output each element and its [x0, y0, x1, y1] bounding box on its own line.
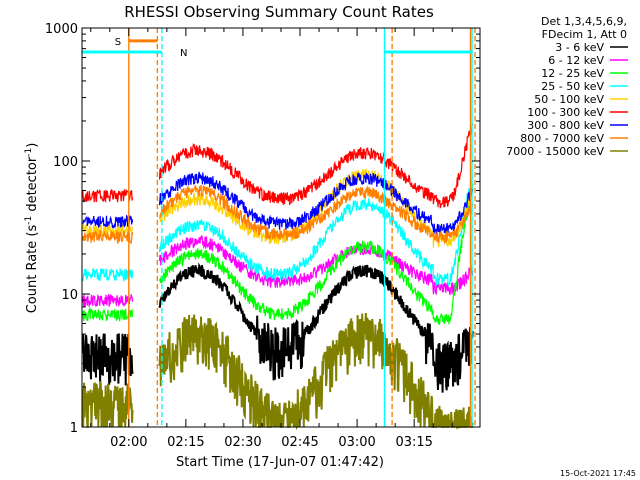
- series-line-2: [82, 183, 474, 325]
- legend-header-2: FDecim 1, Att 0: [542, 28, 627, 41]
- y-tick-label-2: 100: [53, 155, 78, 170]
- x-tick-label-1: 02:15: [167, 435, 204, 450]
- y-tick-label-0: 1: [70, 421, 78, 436]
- marker-label-1: N: [180, 48, 187, 59]
- series-line-0: [81, 262, 474, 393]
- series-line-6: [82, 171, 474, 236]
- y-tick-label-3: 1000: [45, 22, 78, 37]
- legend-label-4: 50 - 100 keV: [534, 93, 604, 106]
- x-tick-label-0: 02:00: [110, 435, 147, 450]
- legend-label-7: 800 - 7000 keV: [520, 132, 604, 145]
- marker-label-0: S: [115, 37, 121, 48]
- x-tick-label-2: 02:30: [224, 435, 261, 450]
- legend-label-8: 7000 - 15000 keV: [506, 145, 604, 158]
- footer-timestamp: 15-Oct-2021 17:45: [560, 469, 636, 478]
- legend-label-2: 12 - 25 keV: [541, 67, 604, 80]
- legend-header-1: Det 1,3,4,5,6,9,: [541, 15, 627, 28]
- series-line-7: [82, 184, 474, 245]
- legend-label-1: 6 - 12 keV: [548, 54, 604, 67]
- series-line-1: [82, 235, 474, 308]
- plot-area: SN: [81, 28, 476, 431]
- legend: Det 1,3,4,5,6,9, FDecim 1, Att 0 3 - 6 k…: [506, 15, 628, 158]
- x-axis: 02:00 02:15 02:30 02:45 03:00 03:15: [90, 28, 453, 450]
- series-line-5: [82, 122, 474, 209]
- y-tick-label-1: 10: [61, 288, 78, 303]
- series-line-3: [82, 173, 474, 287]
- x-tick-label-3: 02:45: [281, 435, 318, 450]
- x-tick-label-4: 03:00: [338, 435, 375, 450]
- legend-label-6: 300 - 800 keV: [527, 119, 604, 132]
- legend-label-5: 100 - 300 keV: [527, 106, 604, 119]
- series-line-8: [81, 313, 474, 431]
- y-axis: 1 10 100 1000: [45, 22, 480, 436]
- legend-label-0: 3 - 6 keV: [555, 41, 604, 54]
- x-axis-label: Start Time (17-Jun-07 01:47:42): [176, 455, 384, 470]
- x-tick-label-5: 03:15: [395, 435, 432, 450]
- y-axis-label: Count Rate (s-1 detector-1): [24, 143, 40, 314]
- legend-label-3: 25 - 50 keV: [541, 80, 604, 93]
- chart-title: RHESSI Observing Summary Count Rates: [124, 3, 434, 21]
